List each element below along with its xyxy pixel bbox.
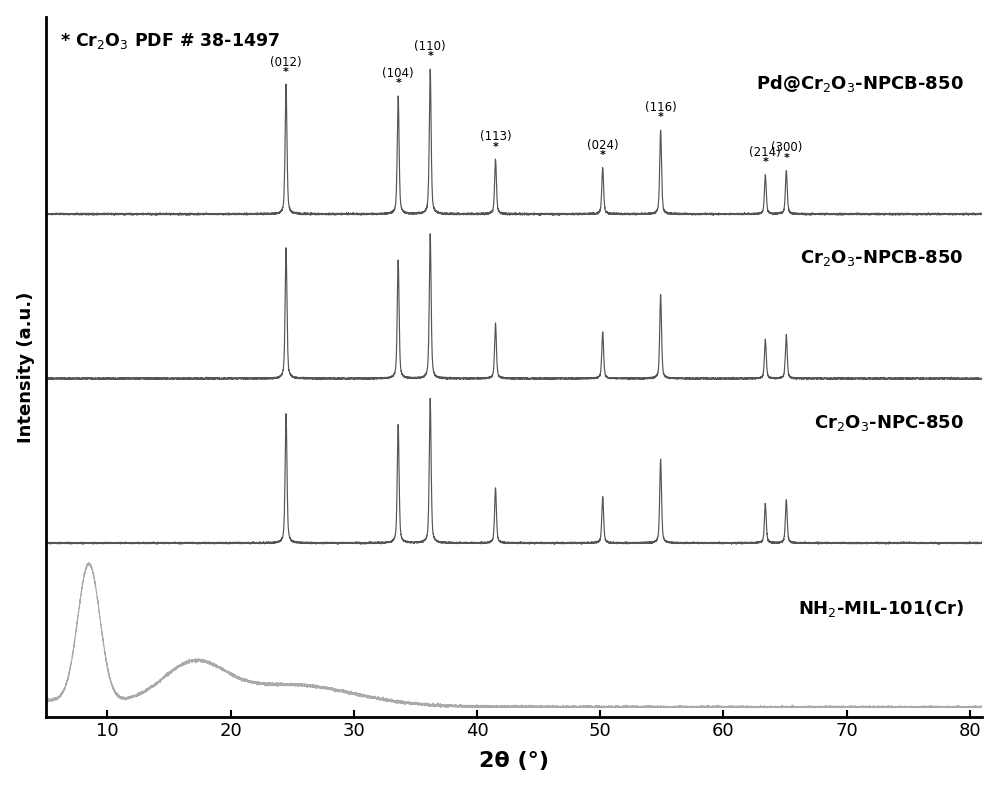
Text: *: * [783,153,789,163]
Text: (116): (116) [645,101,676,113]
Text: (104): (104) [382,67,414,80]
Text: Cr$_2$O$_3$-NPCB-850: Cr$_2$O$_3$-NPCB-850 [800,248,963,269]
Text: (012): (012) [270,56,302,69]
Y-axis label: Intensity (a.u.): Intensity (a.u.) [17,292,35,443]
Text: *: * [427,51,433,61]
Text: *: * [493,142,498,151]
Text: * Cr$_2$O$_3$ PDF # 38-1497: * Cr$_2$O$_3$ PDF # 38-1497 [60,31,280,50]
Text: *: * [395,78,401,88]
X-axis label: 2θ (°): 2θ (°) [479,751,549,771]
Text: Pd@Cr$_2$O$_3$-NPCB-850: Pd@Cr$_2$O$_3$-NPCB-850 [756,72,963,94]
Text: *: * [658,113,664,122]
Text: (214): (214) [749,146,781,158]
Text: NH$_2$-MIL-101(Cr): NH$_2$-MIL-101(Cr) [798,598,963,619]
Text: *: * [600,151,606,160]
Text: Cr$_2$O$_3$-NPC-850: Cr$_2$O$_3$-NPC-850 [814,413,963,433]
Text: (113): (113) [480,130,511,143]
Text: (024): (024) [587,139,619,151]
Text: (110): (110) [414,40,446,53]
Text: *: * [762,157,768,167]
Text: (300): (300) [771,141,802,154]
Text: *: * [283,68,289,77]
